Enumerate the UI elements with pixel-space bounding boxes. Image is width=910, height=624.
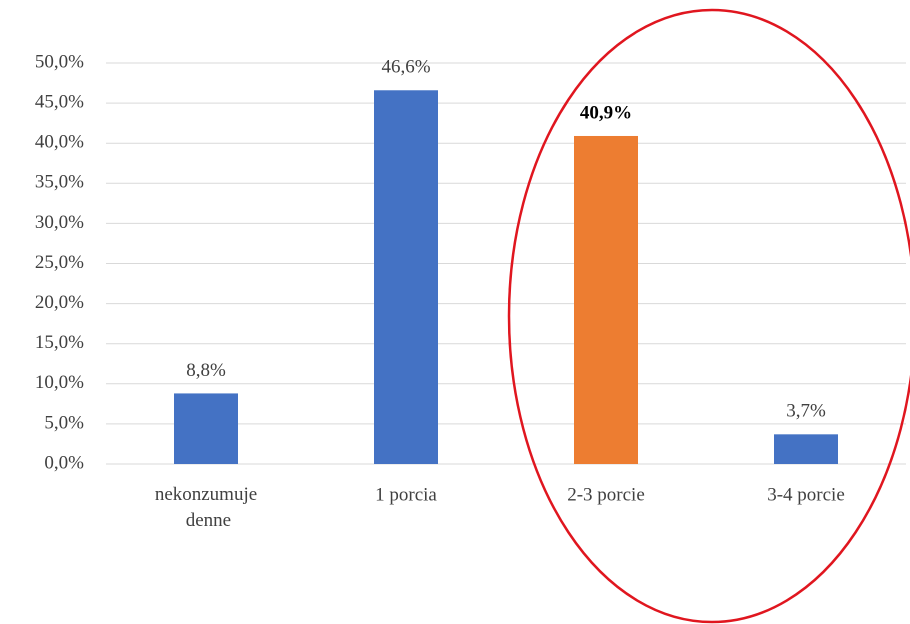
value-label: 40,9% bbox=[580, 102, 632, 123]
value-label: 3,7% bbox=[786, 401, 826, 422]
x-tick-label: 2-3 porcie bbox=[567, 484, 645, 505]
y-tick-label: 30,0% bbox=[35, 212, 84, 233]
y-tick-label: 15,0% bbox=[35, 332, 84, 353]
y-tick-label: 0,0% bbox=[44, 452, 84, 473]
y-tick-label: 35,0% bbox=[35, 172, 84, 193]
value-label: 8,8% bbox=[186, 360, 226, 381]
y-tick-label: 5,0% bbox=[44, 412, 84, 433]
highlight-ellipse bbox=[507, 8, 910, 624]
value-label: 46,6% bbox=[381, 57, 430, 78]
bar bbox=[174, 393, 238, 464]
bar bbox=[574, 135, 638, 464]
bar bbox=[374, 90, 438, 464]
y-tick-label: 25,0% bbox=[35, 252, 84, 273]
y-tick-label: 20,0% bbox=[35, 292, 84, 313]
y-tick-label: 45,0% bbox=[35, 91, 84, 112]
x-tick-label: 1 porcia bbox=[375, 484, 437, 505]
x-tick-label: 3-4 porcie bbox=[767, 484, 845, 505]
y-tick-label: 10,0% bbox=[35, 372, 84, 393]
y-tick-label: 40,0% bbox=[35, 132, 84, 153]
plot-area: 0,0% 5,0% 10,0% 15,0% 20,0% 25,0% 30,0% 35,0% 40… bbox=[35, 51, 906, 531]
bar bbox=[774, 434, 838, 464]
x-tick-label: nekonzumuje denne bbox=[155, 484, 257, 531]
y-tick-label: 50,0% bbox=[35, 51, 84, 72]
